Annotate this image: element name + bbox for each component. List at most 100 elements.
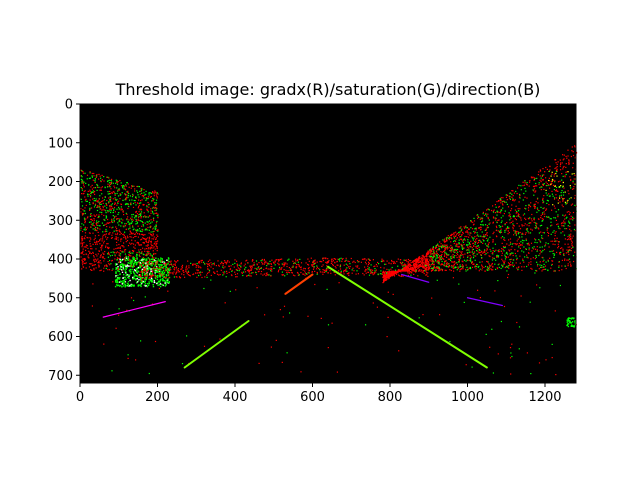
edge-pixel — [508, 227, 510, 229]
edge-pixel — [459, 266, 462, 268]
edge-pixel — [137, 276, 139, 278]
edge-pixel — [137, 243, 140, 245]
edge-pixel — [134, 260, 137, 262]
edge-pixel — [390, 273, 392, 275]
edge-pixel — [449, 341, 451, 343]
edge-pixel — [130, 264, 132, 266]
edge-pixel — [466, 249, 468, 251]
edge-pixel — [418, 266, 421, 268]
edge-pixel — [143, 269, 145, 271]
edge-pixel — [146, 216, 148, 218]
edge-pixel — [148, 192, 150, 194]
edge-pixel — [95, 267, 97, 269]
edge-pixel — [122, 280, 124, 282]
edge-pixel — [140, 277, 142, 279]
edge-pixel — [485, 237, 487, 239]
edge-pixel — [84, 221, 86, 223]
edge-pixel — [89, 171, 91, 173]
edge-pixel — [531, 247, 534, 249]
edge-pixel — [570, 155, 572, 158]
edge-pixel — [157, 213, 159, 215]
edge-pixel — [476, 263, 479, 266]
edge-pixel — [135, 229, 137, 231]
edge-pixel — [120, 238, 122, 240]
edge-pixel — [545, 177, 547, 179]
edge-pixel — [99, 239, 101, 241]
noise-layer — [80, 145, 578, 376]
edge-pixel — [117, 237, 119, 239]
edge-pixel — [132, 219, 134, 221]
edge-pixel — [407, 262, 409, 264]
edge-pixel — [281, 361, 283, 363]
edge-pixel — [534, 238, 536, 240]
edge-pixel — [419, 268, 421, 271]
edge-pixel — [554, 167, 556, 170]
edge-pixel — [159, 279, 162, 282]
edge-pixel — [130, 252, 132, 254]
edge-pixel — [436, 246, 438, 249]
edge-pixel — [504, 201, 506, 203]
edge-pixel — [533, 219, 535, 221]
edge-pixel — [413, 260, 415, 262]
edge-pixel — [441, 269, 443, 271]
edge-pixel — [528, 252, 530, 254]
edge-pixel — [124, 286, 126, 288]
edge-pixel — [91, 188, 93, 190]
edge-pixel — [499, 198, 501, 200]
edge-pixel — [129, 271, 131, 273]
edge-pixel — [528, 204, 530, 206]
edge-pixel — [572, 216, 574, 218]
edge-pixel — [92, 223, 94, 225]
edge-pixel — [568, 162, 570, 164]
edge-pixel — [557, 199, 559, 201]
edge-pixel — [542, 269, 544, 271]
edge-pixel — [84, 199, 86, 201]
edge-pixel — [444, 269, 446, 271]
edge-pixel — [326, 262, 328, 264]
edge-pixel — [130, 297, 133, 299]
edge-pixel — [88, 193, 90, 196]
edge-pixel — [441, 251, 443, 253]
edge-pixel — [546, 229, 548, 231]
edge-pixel — [399, 270, 401, 272]
edge-pixel — [81, 205, 84, 207]
edge-pixel — [406, 266, 408, 268]
edge-pixel — [135, 278, 137, 281]
edge-pixel — [90, 253, 92, 255]
edge-pixel — [538, 254, 540, 257]
edge-pixel — [546, 202, 548, 204]
edge-pixel — [292, 265, 294, 267]
edge-pixel — [107, 186, 109, 188]
edge-pixel — [396, 270, 398, 272]
edge-pixel — [132, 276, 134, 279]
edge-pixel — [495, 225, 497, 227]
edge-pixel — [524, 233, 526, 235]
edge-pixel — [518, 210, 520, 212]
edge-pixel — [126, 213, 128, 215]
edge-pixel — [557, 216, 559, 218]
edge-pixel — [130, 261, 132, 264]
edge-pixel — [516, 257, 518, 259]
edge-pixel — [216, 273, 219, 275]
edge-pixel — [117, 230, 119, 232]
edge-pixel — [438, 260, 440, 262]
edge-pixel — [486, 268, 488, 270]
edge-pixel — [84, 219, 86, 221]
edge-pixel — [386, 268, 388, 270]
edge-pixel — [228, 271, 230, 273]
edge-pixel — [120, 203, 122, 205]
edge-pixel — [165, 282, 167, 284]
edge-pixel — [443, 240, 445, 242]
edge-pixel — [383, 272, 385, 274]
edge-pixel — [101, 222, 103, 224]
edge-pixel — [470, 227, 472, 229]
edge-pixel — [80, 169, 82, 171]
edge-pixel — [143, 189, 145, 191]
edge-pixel — [469, 254, 471, 257]
edge-pixel — [543, 266, 545, 268]
edge-pixel — [492, 221, 494, 223]
edge-pixel — [536, 211, 538, 213]
edge-pixel — [268, 274, 270, 276]
edge-pixel — [323, 269, 325, 271]
edge-pixel — [240, 266, 242, 268]
